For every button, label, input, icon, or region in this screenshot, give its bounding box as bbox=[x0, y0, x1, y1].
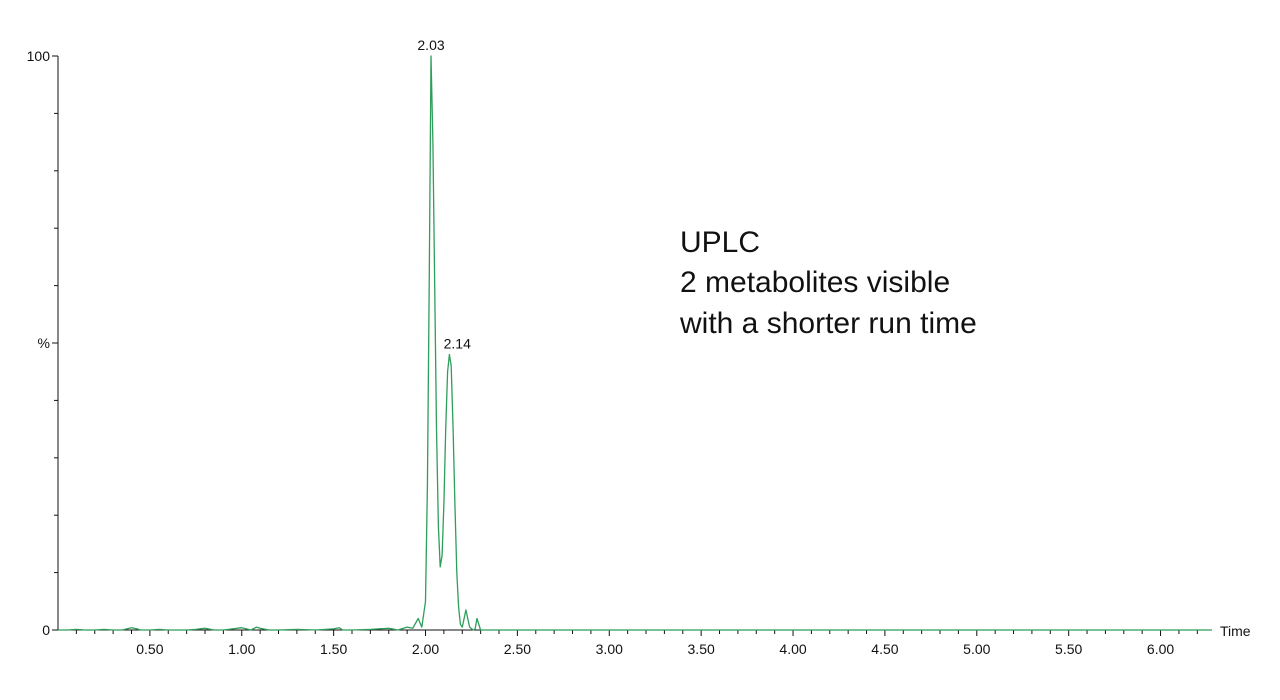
x-tick-label: 3.50 bbox=[688, 641, 715, 657]
x-tick-label: 1.00 bbox=[228, 641, 255, 657]
x-tick-label: 6.00 bbox=[1147, 641, 1174, 657]
x-tick-label: 4.00 bbox=[779, 641, 806, 657]
x-tick-labels: 0.50 1.00 1.50 2.00 2.50 3.00 3.50 4.00 4.50 5.00… bbox=[136, 641, 1174, 657]
y-minor-ticks bbox=[52, 55, 58, 631]
annotation-line-3: with a shorter run time bbox=[679, 307, 977, 340]
peak-label: 2.03 bbox=[417, 37, 444, 53]
x-tick-label: 0.50 bbox=[136, 641, 163, 657]
annotation-line-2: 2 metabolites visible bbox=[680, 266, 950, 299]
x-tick-label: 1.50 bbox=[320, 641, 347, 657]
x-tick-label: 2.50 bbox=[504, 641, 531, 657]
x-tick-label: 5.50 bbox=[1055, 641, 1082, 657]
peak-labels: 2.03 2.14 bbox=[417, 37, 471, 351]
x-tick-label: 5.00 bbox=[963, 641, 990, 657]
peak-label: 2.14 bbox=[444, 335, 471, 351]
axes bbox=[57, 56, 1212, 631]
y-tick-label: % bbox=[38, 335, 50, 351]
y-tick-label: 100 bbox=[27, 48, 51, 64]
trace-group bbox=[58, 55, 1212, 631]
y-tick-labels: 0% 100 bbox=[27, 48, 51, 638]
x-minor-ticks bbox=[75, 630, 1198, 636]
x-axis-title: Time bbox=[1220, 623, 1251, 639]
x-tick-label: 4.50 bbox=[871, 641, 898, 657]
x-tick-label: 2.00 bbox=[412, 641, 439, 657]
annotation: UPLC 2 metabolites visible with a shorte… bbox=[679, 226, 977, 340]
chromatogram-trace bbox=[58, 55, 1212, 631]
annotation-line-1: UPLC bbox=[680, 226, 760, 259]
y-tick-label: 0 bbox=[42, 622, 50, 638]
x-tick-label: 3.00 bbox=[596, 641, 623, 657]
